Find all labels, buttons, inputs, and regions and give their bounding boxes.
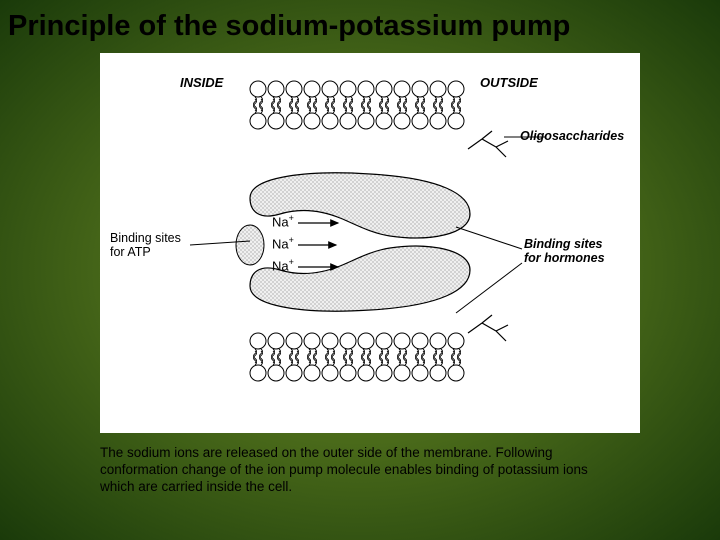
label-atp: Binding sites for ATP [110, 231, 181, 259]
caption-text: The sodium ions are released on the oute… [0, 441, 720, 496]
page-title: Principle of the sodium-potassium pump [0, 0, 720, 49]
label-hormone: Binding sites for hormones [524, 237, 605, 265]
diagram-container: INSIDE OUTSIDE Oligosaccharides Binding … [100, 53, 640, 433]
label-inside: INSIDE [180, 75, 223, 90]
na-label-2: Na+ [272, 235, 294, 251]
na-label-3: Na+ [272, 257, 294, 273]
na-label-1: Na+ [272, 213, 294, 229]
label-outside: OUTSIDE [480, 75, 538, 90]
label-oligo: Oligosaccharides [520, 129, 624, 143]
